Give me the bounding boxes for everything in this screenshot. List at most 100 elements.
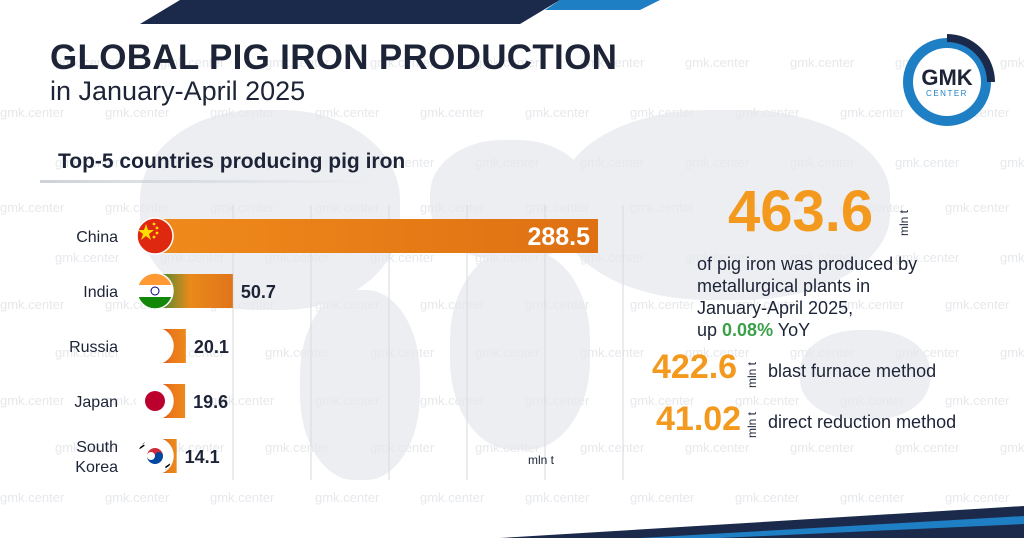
watermark-text: gmk.center: [790, 250, 855, 265]
watermark-text: gmk.center: [790, 440, 855, 455]
watermark-text: gmk.center: [105, 490, 170, 505]
watermark-text: gmk.center: [265, 250, 330, 265]
watermark-text: gmk.center: [420, 105, 485, 120]
watermark-text: gmk.center: [370, 345, 435, 360]
x-axis-unit: mln t: [528, 453, 555, 467]
direct-reduction-unit: mln t: [745, 411, 759, 438]
watermark-text: gmk.center: [790, 55, 855, 70]
watermark-text: gmk.center: [55, 55, 120, 70]
watermark-text: gmk.center: [55, 440, 120, 455]
watermark-text: gmk.center: [685, 250, 750, 265]
watermark-text: gmk.center: [265, 155, 330, 170]
flag-japan-icon: [136, 382, 174, 420]
watermark-text: gmk.center: [370, 440, 435, 455]
top-decor-band: [140, 0, 660, 24]
flag-russia-icon: [136, 327, 174, 365]
watermark-text: gmk.center: [315, 105, 380, 120]
watermark-text: gmk.center: [0, 393, 65, 408]
watermark-text: gmk.center: [1000, 440, 1024, 455]
watermark-text: gmk.center: [945, 200, 1010, 215]
watermark-text: gmk.center: [525, 393, 590, 408]
change-suffix: YoY: [773, 320, 811, 340]
watermark-text: gmk.center: [580, 155, 645, 170]
watermark-text: gmk.center: [735, 105, 800, 120]
blast-furnace-unit: mln t: [745, 361, 759, 388]
watermark-text: gmk.center: [685, 55, 750, 70]
watermark-text: gmk.center: [1000, 55, 1024, 70]
logo-text: GMK: [921, 64, 973, 90]
watermark-text: gmk.center: [370, 250, 435, 265]
watermark-text: gmk.center: [55, 345, 120, 360]
bar-chart: 288.5 China 50.7 India 20.1 Russia 19.6 Japan 14…: [69, 205, 624, 480]
flag-india-icon: [136, 272, 174, 310]
description-line: of pig iron was produced by: [697, 254, 918, 274]
logo-subtext: CENTER: [926, 88, 968, 98]
watermark-text: gmk.center: [55, 155, 120, 170]
value-label-china: 288.5: [527, 223, 590, 251]
flag-south-korea-icon: [136, 437, 174, 475]
description-line: January-April 2025,: [697, 298, 854, 318]
watermark-text: gmk.center: [840, 393, 905, 408]
watermark-text: gmk.center: [265, 55, 330, 70]
watermark-text: gmk.center: [315, 393, 380, 408]
bar-china: [155, 219, 598, 253]
watermark-text: gmk.center: [1000, 345, 1024, 360]
watermark-text: gmk.center: [315, 297, 380, 312]
watermark-text: gmk.center: [0, 490, 65, 505]
watermark-text: gmk.center: [580, 250, 645, 265]
watermark-text: gmk.center: [1000, 250, 1024, 265]
watermark-text: gmk.center: [475, 250, 540, 265]
watermark-text: gmk.center: [1000, 155, 1024, 170]
watermark-text: gmk.center: [580, 440, 645, 455]
change-prefix: up: [697, 320, 723, 340]
watermark-text: gmk.center: [105, 200, 170, 215]
watermark-text: gmk.center: [210, 393, 275, 408]
watermark-text: gmk.center: [0, 297, 65, 312]
watermark-text: gmk.center: [895, 155, 960, 170]
watermark-text: gmk.center: [895, 440, 960, 455]
watermark-text: gmk.center: [840, 105, 905, 120]
direct-reduction-value: 41.02: [656, 400, 742, 438]
category-label-south-korea: South Korea: [75, 439, 118, 476]
watermark-text: gmk.center: [630, 490, 695, 505]
watermark-text: gmk.center: [630, 200, 695, 215]
watermark-text: gmk.center: [630, 393, 695, 408]
watermark-text: gmk.center: [525, 490, 590, 505]
watermark-text: gmk.center: [630, 297, 695, 312]
watermark-text: gmk.center: [210, 490, 275, 505]
total-value: 463.6: [728, 179, 874, 244]
chart-title: Top-5 countries producing pig iron: [58, 150, 406, 173]
watermark-text: gmk.center: [315, 200, 380, 215]
watermark-text: gmk.center: [0, 200, 65, 215]
category-label-russia: Russia: [69, 339, 118, 356]
watermark-text: gmk.center: [630, 105, 695, 120]
watermark-text: gmk.center: [895, 250, 960, 265]
category-label-japan: Japan: [74, 394, 118, 411]
change-value: 0.08%: [722, 320, 774, 340]
description-line: metallurgical plants in: [697, 276, 871, 296]
logo-ring-icon: [946, 34, 995, 83]
watermark-text: gmk.center: [735, 490, 800, 505]
total-description: of pig iron was produced by metallurgica…: [697, 253, 997, 341]
watermark-text: gmk.center: [210, 200, 275, 215]
watermark-text: gmk.center: [370, 55, 435, 70]
watermark-text: gmk.center: [105, 105, 170, 120]
watermark-text: gmk.center: [420, 490, 485, 505]
page-subtitle: in January-April 2025: [50, 76, 306, 106]
category-label-india: India: [83, 284, 118, 301]
watermark-text: gmk.center: [265, 440, 330, 455]
watermark-text: gmk.center: [265, 345, 330, 360]
watermark-text: gmk.center: [945, 490, 1010, 505]
total-unit: mln t: [897, 209, 911, 236]
watermark-text: gmk.center: [160, 250, 225, 265]
watermark-text: gmk.center: [420, 297, 485, 312]
watermark-text: gmk.center: [685, 440, 750, 455]
watermark-text: gmk.center: [210, 105, 275, 120]
watermark-text: gmk.center: [420, 393, 485, 408]
watermark-text: gmk.center: [370, 155, 435, 170]
watermark-text: gmk.center: [580, 345, 645, 360]
watermark-text: gmk.center: [525, 297, 590, 312]
watermark-text: gmk.center: [945, 393, 1010, 408]
change-line: up 0.08% YoY: [697, 319, 997, 341]
watermark-text: gmk.center: [55, 250, 120, 265]
